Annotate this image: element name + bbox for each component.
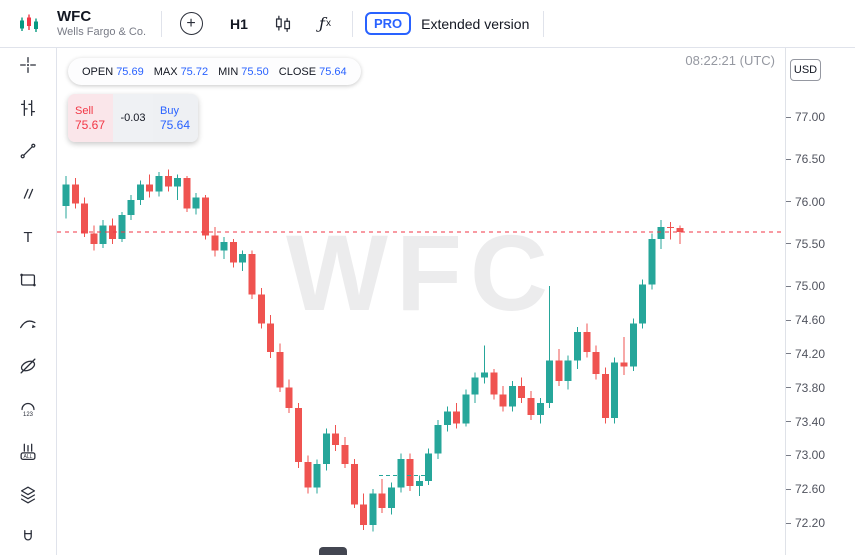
ellipse-pattern-icon [20, 358, 36, 374]
plus-icon: + [179, 12, 203, 35]
rectangle-tool-icon [20, 273, 36, 287]
price-axis-label: 77.00 [786, 110, 825, 124]
axis-tick [786, 285, 791, 287]
trend-line-icon [20, 143, 36, 159]
price-axis-label: 73.40 [786, 415, 825, 429]
price-axis-label: 72.60 [786, 482, 825, 496]
fx-icon: ƒ [319, 14, 325, 33]
compare-add-button[interactable]: + [174, 7, 208, 41]
spread-label: -0.03 [120, 112, 146, 124]
chart-pane[interactable]: WFC 08:22:21 (UTC) OPEN 75.69 MAX 75.72 MI… [57, 48, 785, 555]
bars-icon [20, 100, 36, 116]
min-value: 75.50 [241, 65, 269, 78]
symbol-info[interactable]: WFC Wells Fargo & Co. [57, 8, 161, 39]
buy-label: Buy [160, 104, 179, 117]
tool-rectangle-button[interactable] [11, 263, 45, 297]
tool-ellipse-button[interactable] [11, 349, 45, 383]
price-axis-label: 74.20 [786, 347, 825, 361]
parallel-lines-icon [23, 188, 34, 199]
axis-tick [786, 421, 791, 423]
buy-button[interactable]: Buy 75.64 [153, 94, 198, 142]
axis-tick [786, 116, 791, 118]
interval-button[interactable]: H1 [222, 7, 256, 41]
axis-tick [786, 201, 791, 203]
currency-badge[interactable]: USD [790, 59, 821, 81]
price-axis-label: 75.00 [786, 279, 825, 293]
svg-text:T: T [24, 230, 33, 246]
price-axis-label: 76.50 [786, 152, 825, 166]
min-label: MIN [218, 65, 239, 78]
brush-icon [20, 320, 36, 329]
tool-brush-button[interactable] [11, 306, 45, 340]
price-axis-label: 72.20 [786, 516, 825, 530]
max-value: 75.72 [180, 65, 209, 78]
layers-icon [20, 486, 36, 504]
open-value: 75.69 [116, 65, 144, 78]
price-axis-label: 75.50 [786, 237, 825, 251]
price-axis-labels: 77.00 76.50 76.00 75.50 75.00 74.60 74.20 73.80… [786, 48, 855, 555]
crosshair-icon [20, 57, 36, 73]
price-axis[interactable]: USD 77.00 76.50 76.00 75.50 75.00 74.60 74.20 7… [785, 48, 855, 555]
tool-text-button[interactable]: T [11, 220, 45, 254]
all-candles-icon: ALL [20, 443, 36, 460]
axis-tick [786, 522, 791, 524]
tool-crosshair-button[interactable] [11, 48, 45, 82]
magnet-icon [24, 530, 32, 541]
symbol-title: WFC [57, 8, 92, 25]
trade-panel: Sell 75.67 -0.03 Buy 75.64 [68, 94, 198, 142]
price-axis-label: 74.60 [786, 313, 825, 327]
open-label: OPEN [82, 65, 114, 78]
close-value: 75.64 [319, 65, 347, 78]
text-tool-icon: T [24, 230, 33, 246]
header-divider [161, 10, 162, 37]
tool-parallel-lines-button[interactable] [11, 177, 45, 211]
header-divider [543, 10, 545, 37]
axis-tick [786, 319, 791, 321]
svg-text:ALL: ALL [24, 454, 33, 460]
axis-tick [786, 353, 791, 355]
tool-layers-button[interactable] [11, 478, 45, 512]
tool-bars-button[interactable] [11, 91, 45, 125]
bottom-scroll-tab[interactable] [319, 547, 347, 555]
tool-numbered-annotations-button[interactable]: 123 [11, 392, 45, 426]
tool-all-candles-button[interactable]: ALL [11, 435, 45, 469]
app-logo-icon [19, 14, 38, 32]
extended-version-label[interactable]: Extended version [421, 15, 530, 32]
candlestick-icon [275, 15, 291, 32]
buy-price: 75.64 [160, 117, 191, 132]
axis-tick [786, 243, 791, 245]
pro-badge[interactable]: PRO [365, 12, 412, 35]
axis-tick [786, 488, 791, 490]
svg-text:123: 123 [23, 412, 34, 418]
close-label: CLOSE [278, 65, 317, 78]
axis-tick [786, 387, 791, 389]
sell-button[interactable]: Sell 75.67 [68, 94, 113, 142]
max-label: MAX [153, 65, 178, 78]
clock-label: 08:22:21 (UTC) [685, 53, 775, 68]
price-axis-label: 73.80 [786, 381, 825, 395]
drawing-toolbar: T 123 [0, 48, 57, 555]
axis-tick [786, 454, 791, 456]
sell-price: 75.67 [75, 117, 106, 132]
sell-label: Sell [75, 104, 94, 117]
price-axis-label: 76.00 [786, 195, 825, 209]
tool-trend-line-button[interactable] [11, 134, 45, 168]
chart-type-button[interactable] [266, 7, 300, 41]
symbol-subtitle: Wells Fargo & Co. [57, 26, 147, 38]
fx-sub: x [325, 18, 331, 29]
ohlc-legend: OPEN 75.69 MAX 75.72 MIN 75.50 CLOSE 75.64 [68, 58, 361, 85]
candlestick-chart[interactable] [57, 48, 785, 555]
header-divider [352, 10, 353, 37]
tool-magnet-button[interactable] [11, 521, 45, 555]
numbered-annotations-icon: 123 [21, 402, 35, 418]
price-axis-label: 73.00 [786, 448, 825, 462]
axis-tick [786, 158, 791, 160]
app-logo[interactable] [0, 13, 57, 35]
